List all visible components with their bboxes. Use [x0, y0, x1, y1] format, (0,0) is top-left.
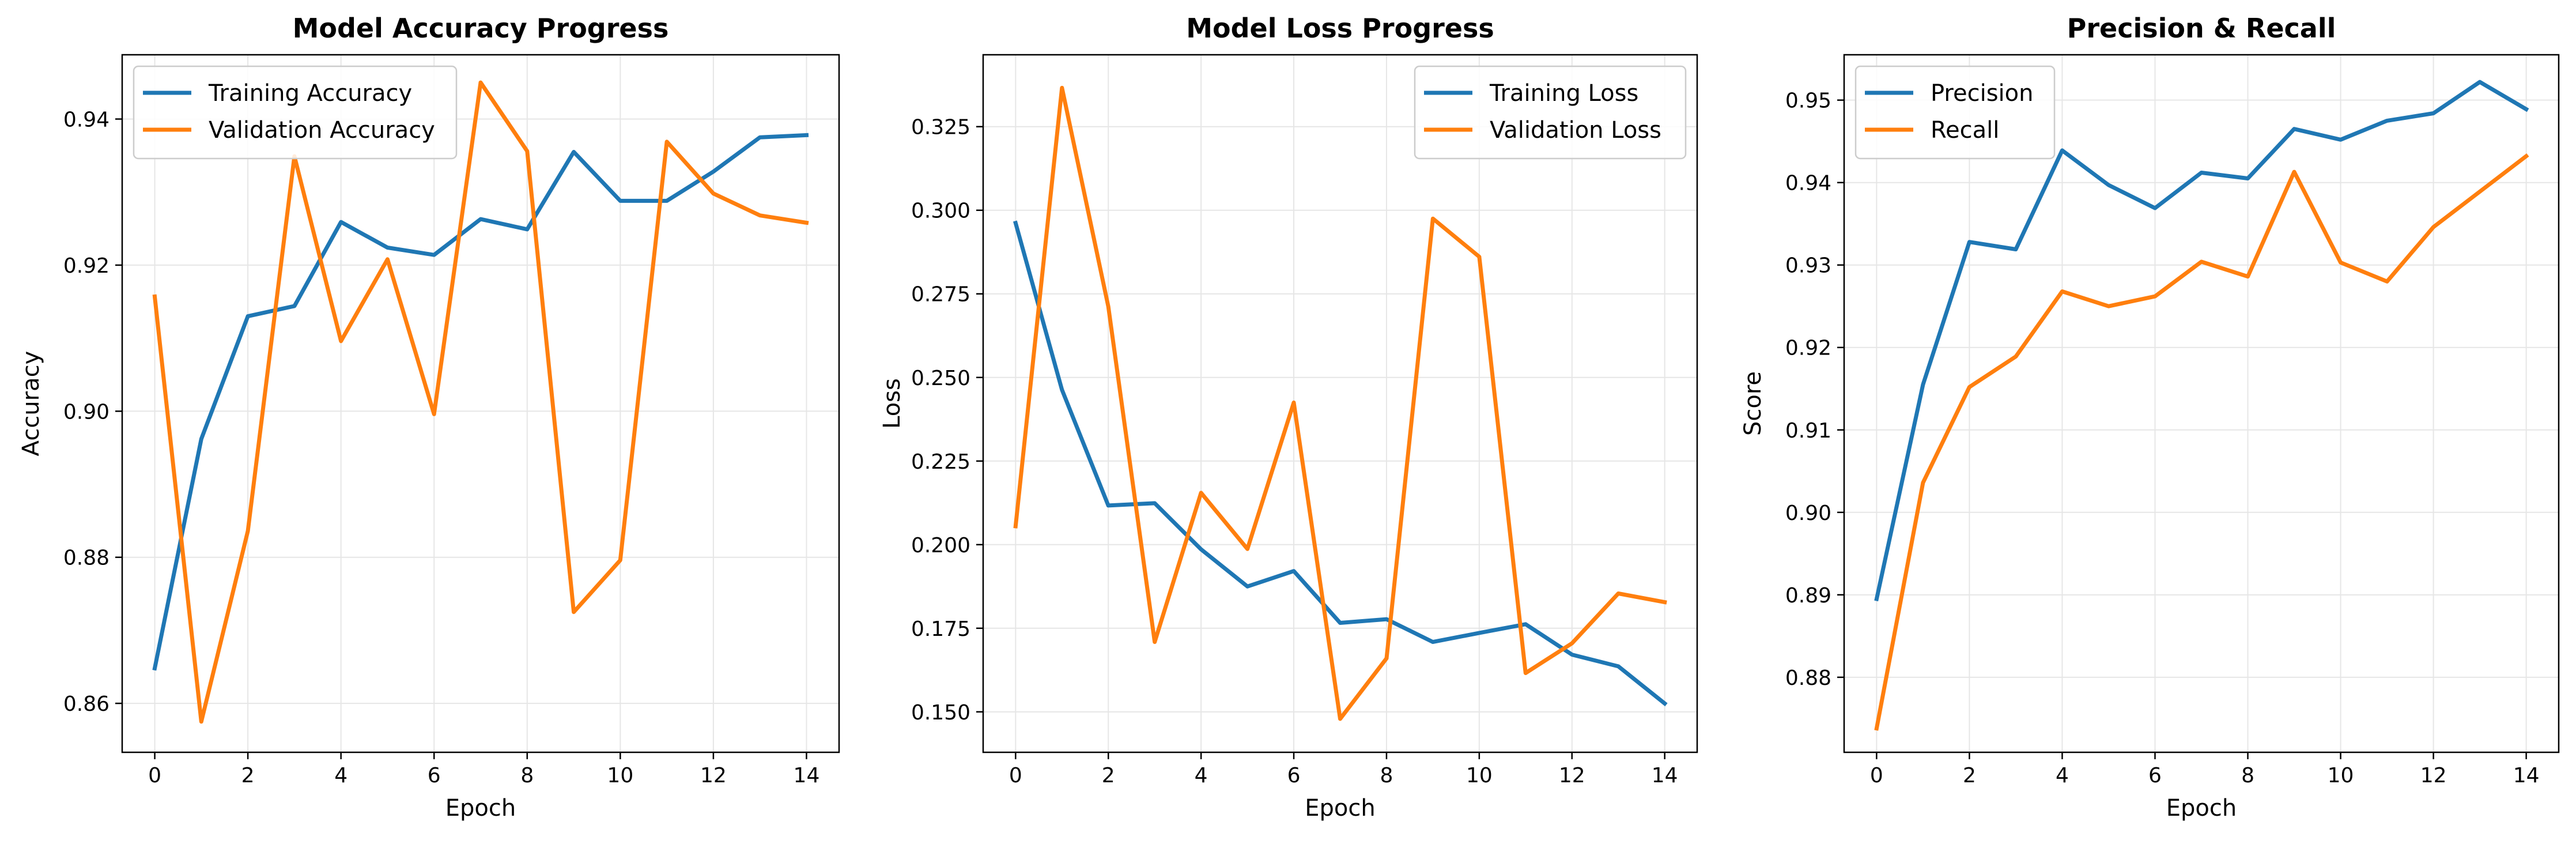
x-tick-label: 2 [1963, 764, 1976, 787]
y-tick-label: 0.300 [911, 199, 970, 223]
x-tick-label: 12 [700, 764, 727, 787]
series-line-2 [152, 80, 809, 724]
x-tick-label: 10 [607, 764, 633, 787]
legend-entry-2: Validation Accuracy [209, 117, 435, 144]
series-line-1 [1013, 220, 1668, 707]
y-tick-label: 0.92 [1785, 337, 1831, 360]
legend-entry-1: Precision [1931, 80, 2033, 107]
legend-entry-2: Recall [1931, 117, 1999, 144]
x-tick-label: 12 [2420, 764, 2447, 787]
y-tick-label: 0.94 [1785, 172, 1831, 195]
x-tick-label: 10 [1466, 764, 1493, 787]
x-tick-label: 0 [148, 764, 161, 787]
legend: Precision Recall [1854, 65, 2056, 160]
y-tick-label: 0.86 [63, 692, 109, 716]
x-tick-label: 4 [334, 764, 348, 787]
x-tick-label: 4 [2056, 764, 2069, 787]
y-tick-label: 0.90 [1785, 502, 1831, 525]
y-tick-label: 0.175 [911, 617, 970, 641]
legend-box [133, 65, 458, 160]
x-tick-label: 2 [241, 764, 255, 787]
y-tick-label: 0.92 [63, 254, 109, 278]
y-tick-label: 0.91 [1785, 419, 1831, 443]
series-line-2 [1874, 153, 2529, 731]
chart-panel-2: 0 2 4 6 8 10 12 14 0.150 0.175 0.200 0.225 0.250 0.27… [879, 13, 1698, 821]
x-tick-label: 4 [1195, 764, 1208, 787]
legend: Training Accuracy Validation Accuracy [133, 65, 458, 160]
legend-entry-1: Training Loss [1489, 80, 1638, 107]
chart-title: Model Accuracy Progress [293, 13, 669, 44]
y-tick-label: 0.88 [1785, 666, 1831, 690]
y-tick-label: 0.200 [911, 534, 970, 557]
y-tick-label: 0.88 [63, 547, 109, 570]
x-axis-label: Epoch [1305, 795, 1375, 821]
y-tick-label: 0.275 [911, 283, 970, 307]
y-tick-label: 0.250 [911, 367, 970, 390]
y-tick-label: 0.89 [1785, 584, 1831, 608]
x-tick-label: 6 [1287, 764, 1301, 787]
legend-box [1854, 65, 2056, 160]
y-axis-label: Score [1740, 371, 1766, 436]
x-axis-label: Epoch [2166, 795, 2237, 821]
x-axis-label: Epoch [445, 795, 516, 821]
chart-title: Precision & Recall [2067, 13, 2336, 44]
y-tick-label: 0.94 [63, 108, 109, 131]
x-tick-label: 0 [1009, 764, 1022, 787]
plot-frame [121, 54, 840, 753]
x-tick-label: 8 [2241, 764, 2254, 787]
y-tick-label: 0.95 [1785, 89, 1831, 113]
legend-box [1414, 65, 1687, 160]
y-tick-label: 0.90 [63, 400, 109, 424]
plot-frame [982, 54, 1698, 753]
plot-frame [1843, 54, 2560, 753]
x-tick-label: 0 [1870, 764, 1883, 787]
legend: Training Loss Validation Loss [1414, 65, 1687, 160]
x-tick-label: 6 [428, 764, 441, 787]
x-tick-label: 14 [794, 764, 820, 787]
series-line-2 [1013, 85, 1667, 721]
chart-panel-1: 0 2 4 6 8 10 12 14 0.86 0.88 0.90 0.92 0.94 Model Acc… [18, 13, 840, 821]
y-tick-label: 0.150 [911, 701, 970, 725]
series-line-1 [152, 133, 809, 671]
x-tick-label: 10 [2328, 764, 2354, 787]
legend-entry-2: Validation Loss [1490, 117, 1661, 144]
x-tick-label: 2 [1102, 764, 1115, 787]
y-tick-label: 0.325 [911, 116, 970, 140]
y-axis-label: Accuracy [18, 351, 44, 457]
chart-title: Model Loss Progress [1186, 13, 1494, 44]
x-tick-label: 8 [520, 764, 534, 787]
x-tick-label: 12 [1559, 764, 1585, 787]
x-tick-label: 6 [2148, 764, 2162, 787]
y-axis-label: Loss [879, 378, 905, 429]
x-tick-label: 8 [1380, 764, 1393, 787]
y-tick-label: 0.93 [1785, 254, 1831, 278]
chart-panel-3: 0 2 4 6 8 10 12 14 0.88 0.89 0.90 0.91 0.92 0.93 0.94 0… [1740, 13, 2560, 821]
x-tick-label: 14 [1652, 764, 1678, 787]
x-tick-label: 14 [2513, 764, 2540, 787]
legend-entry-1: Training Accuracy [208, 80, 412, 107]
series-line-1 [1874, 80, 2529, 602]
y-tick-label: 0.225 [911, 450, 970, 474]
